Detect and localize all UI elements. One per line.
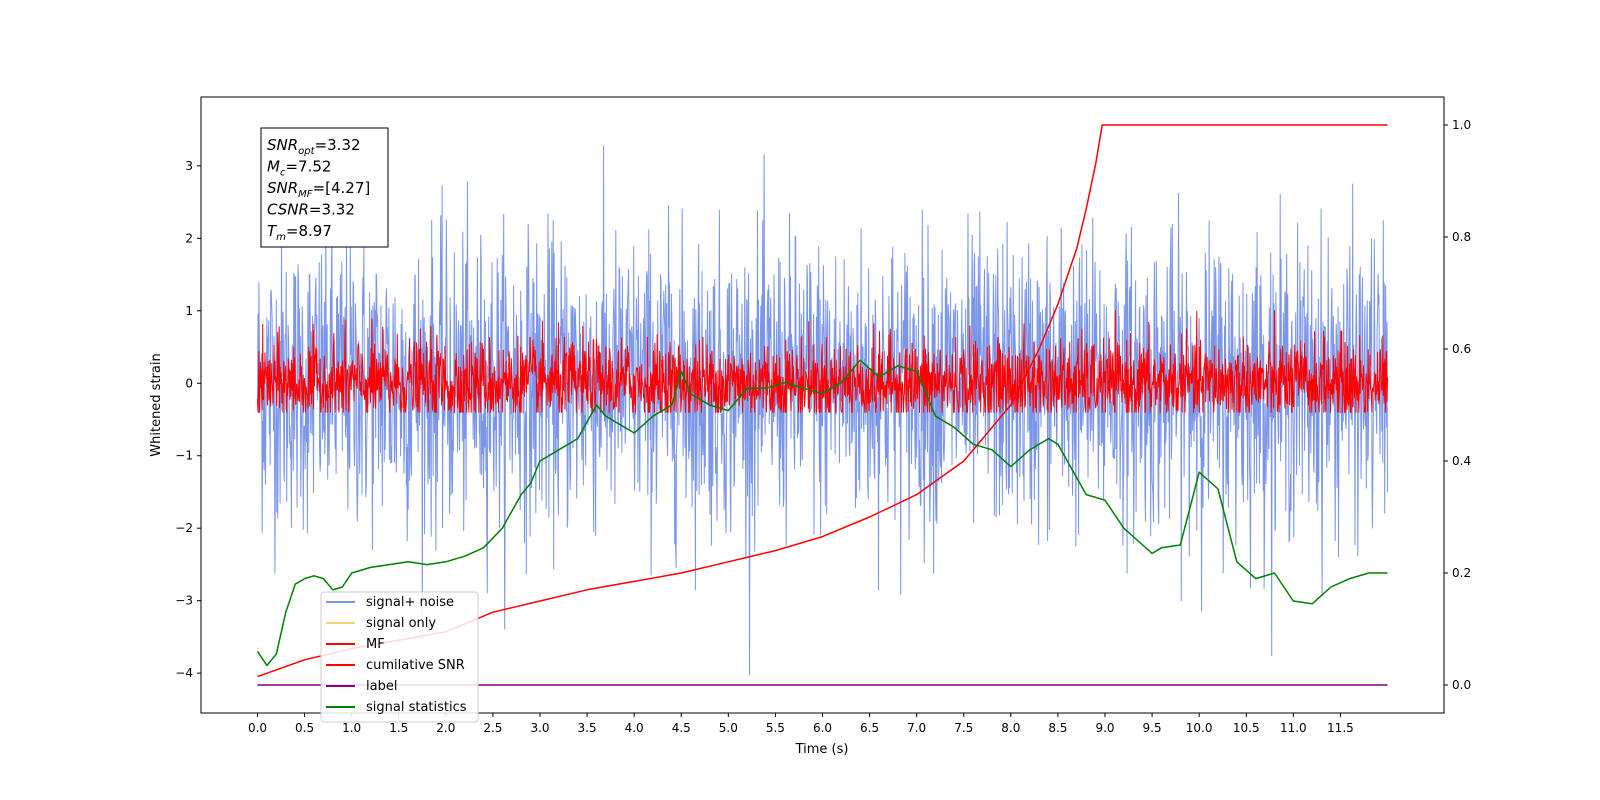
y-right-tick-label: 0.4 xyxy=(1452,454,1471,468)
x-tick-label: 7.0 xyxy=(907,721,926,735)
x-tick-label: 3.0 xyxy=(530,721,549,735)
x-tick-label: 2.5 xyxy=(483,721,502,735)
y-tick-label: 2 xyxy=(185,231,193,245)
y-right-tick-label: 1.0 xyxy=(1452,118,1471,132)
y-right-tick-label: 0.2 xyxy=(1452,566,1471,580)
y-tick-label: 3 xyxy=(185,159,193,173)
annotation-line: Mc=7.52 xyxy=(267,158,331,179)
x-tick-label: 4.5 xyxy=(672,721,691,735)
x-tick-label: 4.0 xyxy=(625,721,644,735)
x-tick-label: 6.5 xyxy=(860,721,879,735)
legend-label: MF xyxy=(366,637,385,652)
y-tick-label: −3 xyxy=(175,594,193,608)
x-axis-ticks: 0.0 0.5 1.0 1.5 2.0 2.5 3.0 3.5 4.0 4.5 5.0 5.5 6.0 6… xyxy=(248,713,1354,735)
legend: signal+ noise signal only MF cumilative SNR… xyxy=(320,591,479,723)
x-tick-label: 6.0 xyxy=(813,721,832,735)
x-tick-label: 1.0 xyxy=(342,721,361,735)
x-tick-label: 0.0 xyxy=(248,721,267,735)
y-tick-label: −1 xyxy=(175,449,193,463)
series-line-signal-statistics xyxy=(256,359,1388,667)
series-line-mf xyxy=(257,310,1388,413)
x-tick-label: 5.0 xyxy=(719,721,738,735)
x-tick-label: 5.5 xyxy=(766,721,785,735)
y-axis-label: Whitened strain xyxy=(149,353,164,456)
x-tick-label: 3.5 xyxy=(578,721,597,735)
x-tick-label: 0.5 xyxy=(295,721,314,735)
y-right-tick-label: 0.0 xyxy=(1452,678,1471,692)
y-right-tick-label: 0.6 xyxy=(1452,342,1471,356)
legend-label: signal statistics xyxy=(366,700,467,715)
annotation-line: SNRMF=[4.27] xyxy=(267,179,370,200)
x-tick-label: 1.5 xyxy=(389,721,408,735)
y-right-tick-label: 0.8 xyxy=(1452,230,1471,244)
x-tick-label: 9.0 xyxy=(1095,721,1114,735)
y-right-axis-ticks: 1.0 0.8 0.6 0.4 0.2 0.0 xyxy=(1444,118,1471,692)
annotation-line: Tm=8.97 xyxy=(267,222,332,243)
x-tick-label: 11.5 xyxy=(1327,721,1354,735)
x-tick-label: 8.5 xyxy=(1048,721,1067,735)
x-tick-label: 8.0 xyxy=(1001,721,1020,735)
y-tick-label: −4 xyxy=(175,666,193,680)
annotation-line: CSNR=3.32 xyxy=(267,201,355,219)
x-tick-label: 2.0 xyxy=(436,721,455,735)
y-tick-label: −2 xyxy=(175,521,193,535)
x-tick-label: 7.5 xyxy=(954,721,973,735)
x-tick-label: 11.0 xyxy=(1280,721,1307,735)
x-tick-label: 10.0 xyxy=(1186,721,1213,735)
y-tick-label: 1 xyxy=(185,304,193,318)
legend-label: cumilative SNR xyxy=(366,658,465,673)
y-tick-label: 0 xyxy=(185,376,193,390)
legend-label: signal only xyxy=(366,616,436,631)
annotation-line: SNRopt=3.32 xyxy=(267,136,361,157)
legend-label: label xyxy=(366,679,397,694)
x-tick-label: 10.5 xyxy=(1233,721,1260,735)
y-axis-ticks: 3 2 1 0 −1 −2 −3 −4 xyxy=(175,159,201,680)
x-axis-label: Time (s) xyxy=(795,742,849,757)
legend-label: signal+ noise xyxy=(366,595,454,610)
x-tick-label: 9.5 xyxy=(1143,721,1162,735)
